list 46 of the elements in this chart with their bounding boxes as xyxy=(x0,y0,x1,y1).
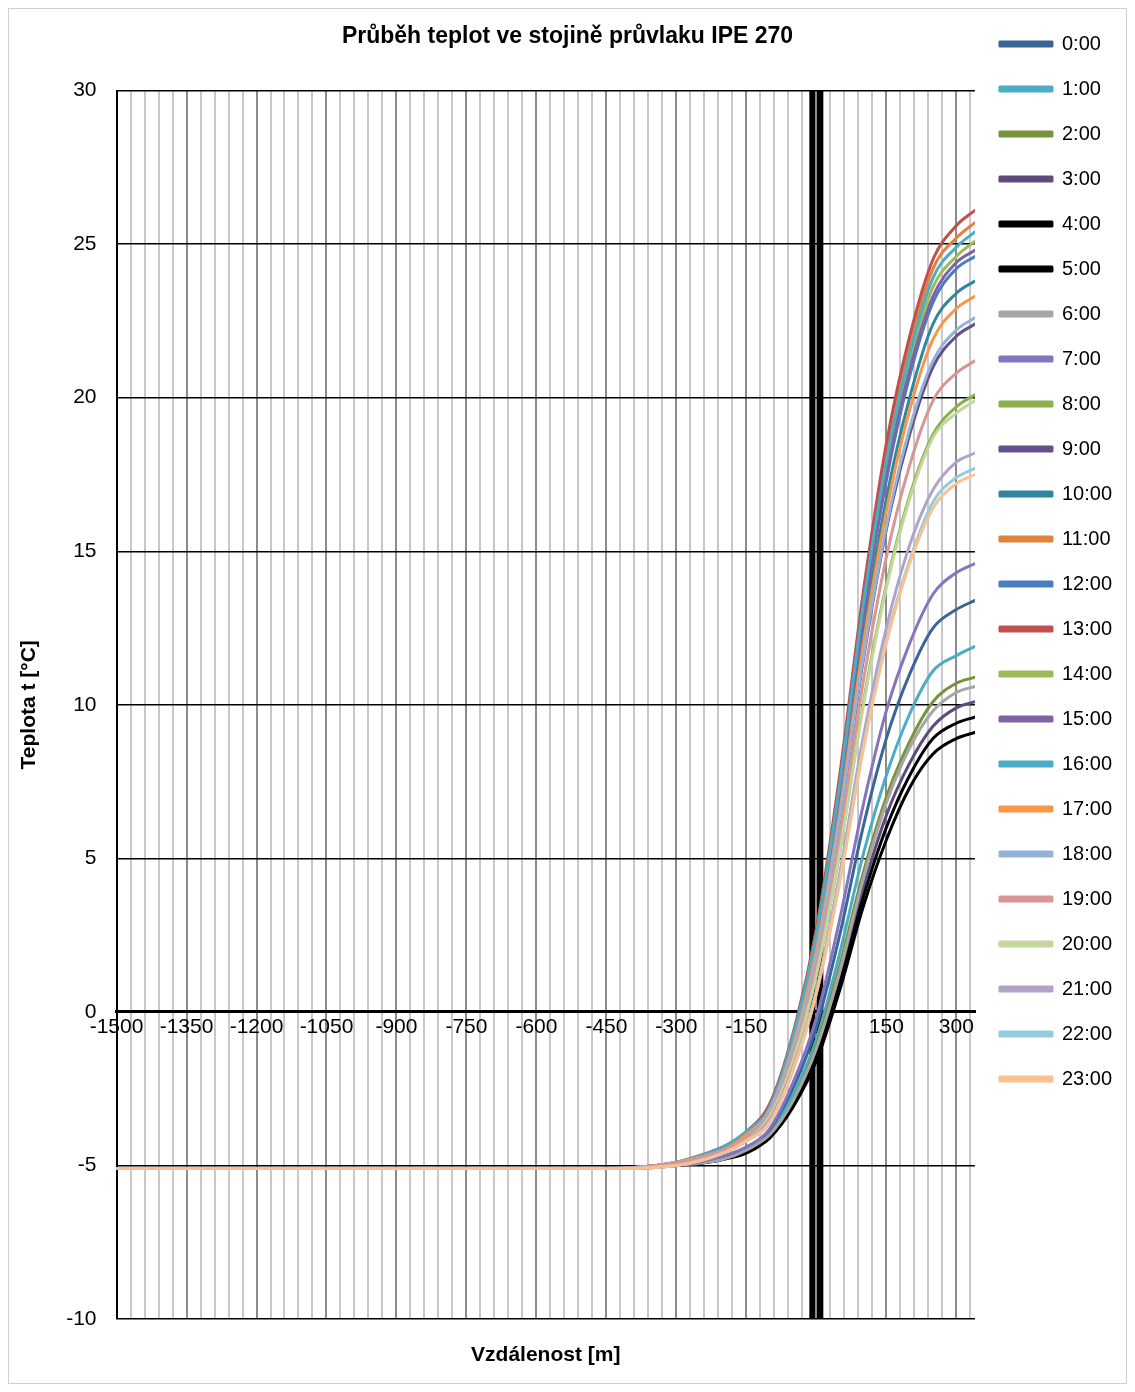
x-tick-label: 300 xyxy=(938,1014,974,1038)
chart-title: Průběh teplot ve stojině průvlaku IPE 270 xyxy=(341,22,794,49)
x-tick-label: -1050 xyxy=(299,1014,354,1038)
legend-label: 0:00 xyxy=(1061,31,1101,54)
y-tick-label: 5 xyxy=(84,845,97,869)
legend-label: 4:00 xyxy=(1061,211,1101,234)
legend-label: 22:00 xyxy=(1061,1021,1113,1044)
legend-label: 9:00 xyxy=(1061,436,1101,459)
legend-label: 11:00 xyxy=(1061,526,1111,549)
x-tick-label: -450 xyxy=(585,1014,628,1038)
x-tick-label: -750 xyxy=(445,1014,488,1038)
y-tick-label: -5 xyxy=(77,1152,97,1176)
x-axis-title: Vzdálenost [m] xyxy=(471,1341,621,1365)
y-axis-title: Teplota t [°C] xyxy=(16,640,40,770)
x-tick-label: -1200 xyxy=(229,1014,284,1038)
legend-label: 8:00 xyxy=(1061,391,1101,414)
legend-label: 13:00 xyxy=(1061,616,1113,639)
legend-label: 23:00 xyxy=(1061,1066,1113,1089)
legend-label: 2:00 xyxy=(1061,121,1101,144)
legend-label: 20:00 xyxy=(1061,931,1113,954)
legend-label: 15:00 xyxy=(1061,706,1113,729)
legend-label: 10:00 xyxy=(1061,481,1113,504)
x-tick-label: 150 xyxy=(868,1014,904,1038)
legend-label: 1:00 xyxy=(1061,76,1101,99)
legend-label: 7:00 xyxy=(1061,346,1101,369)
legend-label: 19:00 xyxy=(1061,886,1113,909)
x-tick-label: -600 xyxy=(515,1014,558,1038)
x-tick-label: -300 xyxy=(655,1014,698,1038)
x-tick-label: -900 xyxy=(375,1014,418,1038)
x-tick-label: -1350 xyxy=(159,1014,214,1038)
legend-label: 17:00 xyxy=(1061,796,1113,819)
legend-label: 12:00 xyxy=(1061,571,1113,594)
y-tick-label: 10 xyxy=(73,691,97,715)
legend-label: 5:00 xyxy=(1061,256,1101,279)
y-tick-label: 20 xyxy=(73,384,97,408)
x-tick-label: -150 xyxy=(725,1014,768,1038)
legend-label: 21:00 xyxy=(1061,976,1113,999)
legend-label: 16:00 xyxy=(1061,751,1113,774)
y-tick-label: 15 xyxy=(73,538,97,562)
legend-label: 6:00 xyxy=(1061,301,1101,324)
y-tick-label: 25 xyxy=(73,230,97,254)
legend-label: 14:00 xyxy=(1061,661,1113,684)
y-tick-label: 30 xyxy=(73,77,97,101)
y-tick-label: -10 xyxy=(66,1305,97,1329)
legend-label: 3:00 xyxy=(1061,166,1101,189)
legend-label: 18:00 xyxy=(1061,841,1113,864)
